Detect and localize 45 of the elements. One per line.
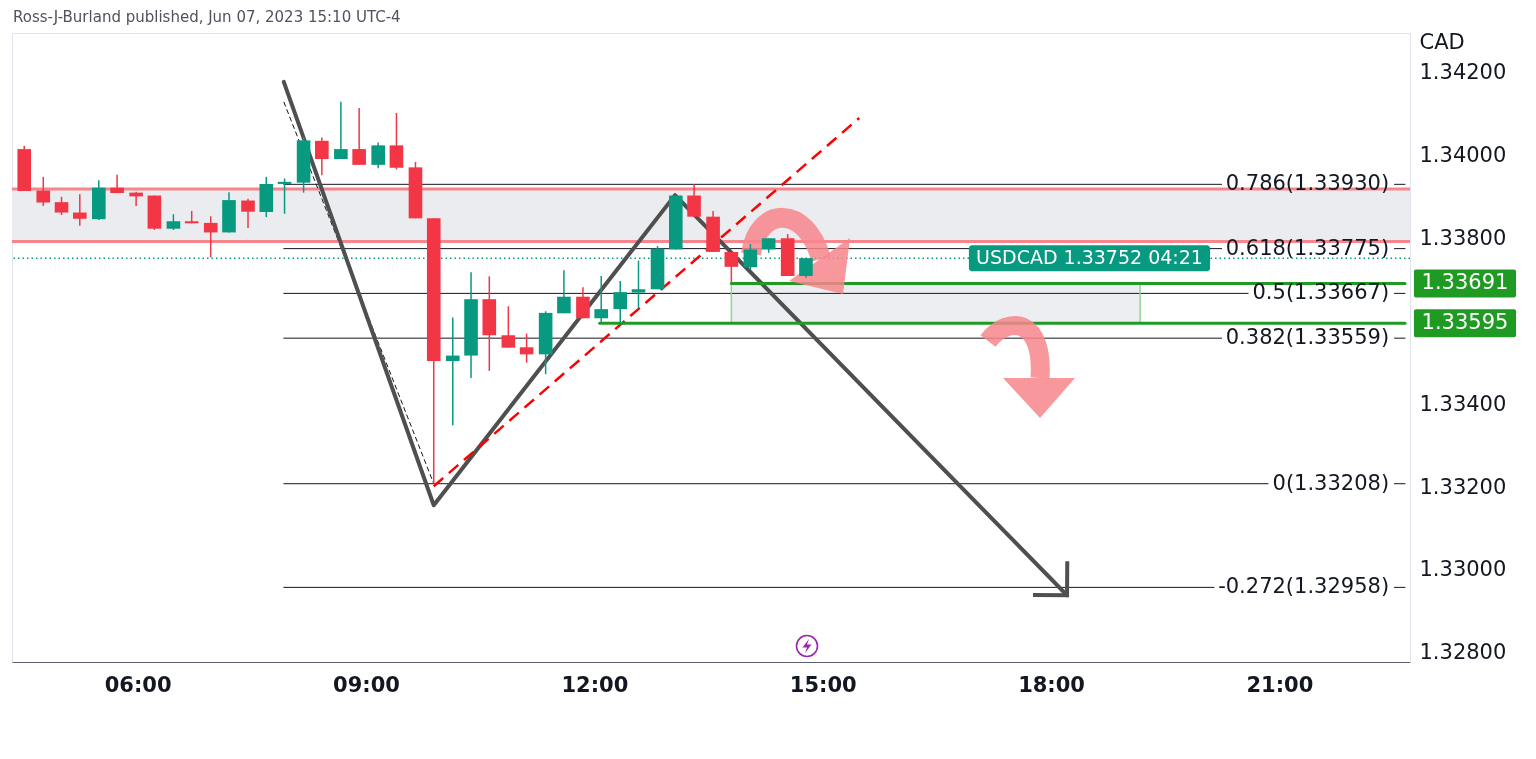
data-label: 0.5(1.33667) [1252,280,1390,305]
candlestick [36,176,51,207]
y-tick-label: 1.34000 [1419,142,1507,167]
y-tick-label: 1.33000 [1419,557,1507,582]
data-label: 0.382(1.33559) [1225,325,1390,350]
x-tick-label: 15:00 [789,672,857,697]
y-tick-label: 1.32800 [1419,640,1507,665]
y-tick-label: 1.33200 [1419,474,1507,499]
y-tick-label: 1.33800 [1419,225,1507,250]
candlestick [352,107,366,166]
ref-line-label: USDCAD 1.33752 04:21 [976,246,1203,269]
data-label: 0.618(1.33775) [1225,235,1390,260]
data-label: 1.33595 [1421,310,1509,335]
candlestick [445,316,460,426]
candlestick [241,198,255,229]
candlestick [519,332,534,364]
candlestick [54,196,69,216]
y-tick-label: 1.34200 [1419,59,1507,84]
candlestick [557,269,571,315]
candlestick [501,305,516,349]
candlestick [576,286,590,320]
candlestick [594,275,609,324]
x-tick-label: 09:00 [333,672,400,697]
x-tick-label: 06:00 [104,672,172,697]
data-label: -0.272(1.32958) [1218,574,1390,599]
candlestick [72,193,87,227]
candlestick [613,280,628,324]
candlestick [334,101,348,160]
candlestick [687,183,701,218]
data-label: 0.786(1.33930) [1225,171,1390,196]
x-tick-label: 18:00 [1018,672,1085,697]
y-tick-label: 1.33400 [1419,391,1507,416]
candlestick [203,215,218,259]
x-tick-label: 21:00 [1246,672,1314,697]
candlestick [371,141,385,169]
candlestick [389,112,404,171]
data-label: 1.33691 [1421,270,1509,295]
candlestick [315,136,329,176]
y-axis-title: CAD [1419,29,1465,54]
data-label: 0(1.33208) [1272,470,1390,495]
candlestick [277,177,292,215]
text: Ross-J-Burland published, Jun 07, 2023 15:10 UTC-4 [13,8,401,26]
candlestick [631,259,646,310]
candlestick [724,251,739,285]
x-tick-label: 12:00 [561,672,629,697]
